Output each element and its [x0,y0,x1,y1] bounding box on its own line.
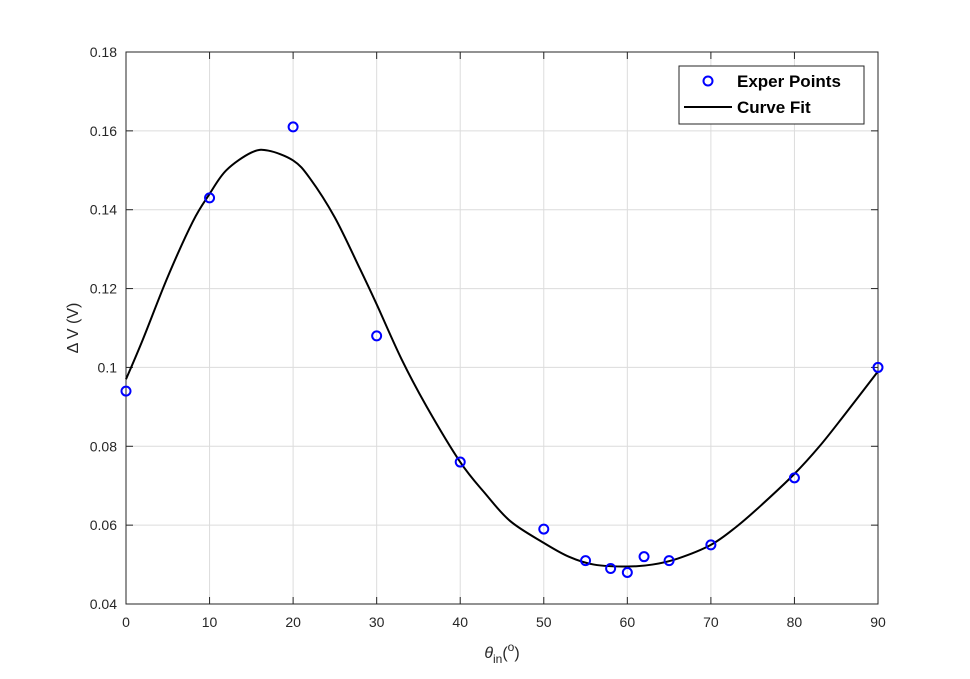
x-axis-label: θin(o) [484,640,519,666]
x-tick-label: 0 [122,614,130,630]
data-point [605,563,617,575]
data-point [120,385,132,397]
y-axis-label: Δ V (V) [65,303,82,354]
x-tick-label: 90 [870,614,886,630]
legend-marker-exper-points [702,75,714,87]
axis-ticks [125,51,879,605]
y-tick-label: 0.18 [90,44,117,60]
legend: Exper Points Curve Fit [678,65,865,125]
x-tick-label: 10 [202,614,218,630]
x-tick-label: 70 [703,614,719,630]
legend-label-exper-points: Exper Points [737,72,841,91]
curve-fit-line [125,148,879,568]
legend-box [678,65,865,125]
data-point [454,456,466,468]
x-axis-label-open: ( [502,645,508,662]
y-tick-label: 0.04 [90,596,117,612]
x-tick-label: 20 [285,614,301,630]
x-axis-label-main: θ [484,645,493,662]
y-tick-label: 0.12 [90,281,117,297]
y-tick-label: 0.1 [98,359,118,375]
x-tick-label: 60 [620,614,636,630]
x-axis-label-sup: o [508,640,515,654]
x-axis-label-sub: in [493,652,502,666]
exper-points [120,121,884,578]
data-point [621,566,633,578]
data-point [538,523,550,535]
x-tick-labels: 0 10 20 30 40 50 60 70 80 90 [122,614,886,630]
y-tick-label: 0.06 [90,517,117,533]
y-tick-label: 0.16 [90,123,117,139]
plot-area [125,51,879,605]
data-point [788,472,800,484]
data-point [638,551,650,563]
data-point [287,121,299,133]
data-point [705,539,717,551]
x-tick-label: 80 [787,614,803,630]
data-point [204,192,216,204]
x-tick-label: 50 [536,614,552,630]
data-point [580,555,592,567]
x-tick-label: 30 [369,614,385,630]
x-tick-label: 40 [452,614,468,630]
y-tick-label: 0.08 [90,438,117,454]
y-tick-label: 0.14 [90,202,117,218]
data-point [371,330,383,342]
y-tick-labels: 0.04 0.06 0.08 0.1 0.12 0.14 0.16 0.18 [90,44,117,612]
data-point [872,361,884,373]
x-axis-label-close: ) [514,645,519,662]
legend-label-curve-fit: Curve Fit [737,98,811,117]
data-point [663,555,675,567]
